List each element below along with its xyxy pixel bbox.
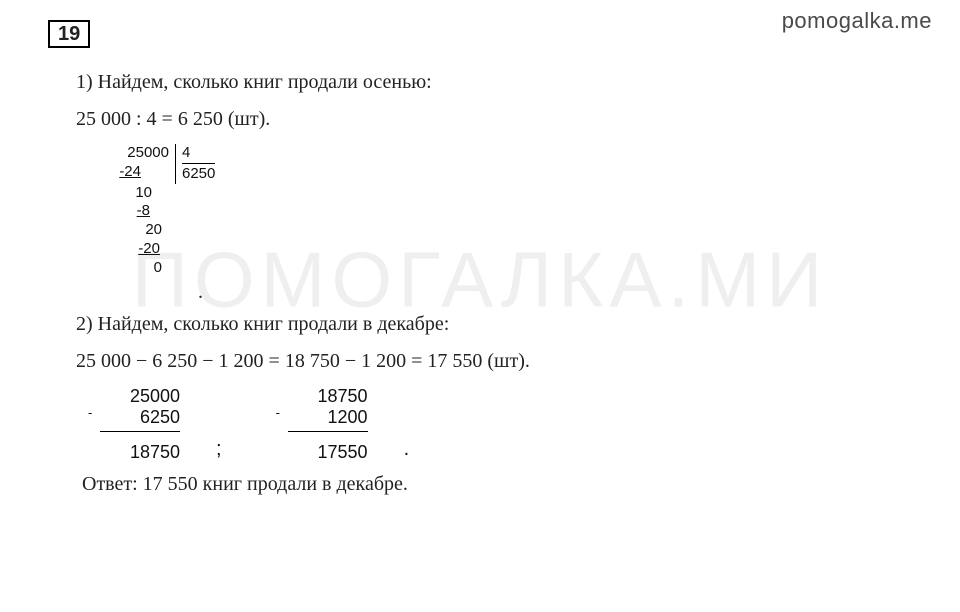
- sub2-bottom: 1200: [328, 407, 368, 427]
- page: pomogalka.me ПОМОГАЛКА.МИ 19 1) Найдем, …: [0, 0, 960, 612]
- ld-line-3: 20: [108, 221, 176, 240]
- ld-trailing-dot: .: [198, 281, 912, 304]
- ld-line-0: -24: [119, 163, 169, 180]
- minus-icon: -: [88, 405, 92, 420]
- ld-quotient: 6250: [182, 163, 215, 184]
- step1-prompt: 1) Найдем, сколько книг продали осенью:: [76, 68, 912, 97]
- long-division: 25000 4 -24 6250 10 -8 20 -20 0: [108, 144, 912, 277]
- problem-number-box: 19: [48, 20, 90, 48]
- ld-divisor: 4: [176, 144, 190, 163]
- separator-semicolon: ;: [216, 438, 222, 463]
- subtraction-2: 18750 - 1200 17550: [258, 386, 368, 463]
- sub1-result: 18750: [100, 431, 180, 463]
- sub1-top: 25000: [100, 386, 180, 407]
- ld-line-2: -8: [137, 202, 170, 219]
- step1-equation: 25 000 : 4 = 6 250 (шт).: [76, 105, 912, 134]
- answer-text: Ответ: 17 550 книг продали в декабре.: [82, 473, 912, 496]
- step2-prompt: 2) Найдем, сколько книг продали в декабр…: [76, 310, 912, 339]
- separator-dot: .: [404, 438, 410, 463]
- ld-line-5: 0: [108, 259, 176, 278]
- ld-line-1: 10: [108, 184, 176, 203]
- content: 19 1) Найдем, сколько книг продали осень…: [48, 20, 912, 496]
- sub2-result: 17550: [288, 431, 368, 463]
- sub1-bottom: 6250: [140, 407, 180, 427]
- subtraction-1: 25000 -6250 18750: [100, 386, 180, 463]
- ld-line-4: -20: [138, 240, 170, 257]
- minus-icon: -: [276, 405, 280, 420]
- sub2-top: 18750: [288, 386, 368, 407]
- subtraction-row: 25000 -6250 18750 ; 18750 - 1200 17550 .: [100, 386, 912, 463]
- step2-equation: 25 000 − 6 250 − 1 200 = 18 750 − 1 200 …: [76, 347, 912, 376]
- ld-dividend: 25000: [108, 144, 176, 163]
